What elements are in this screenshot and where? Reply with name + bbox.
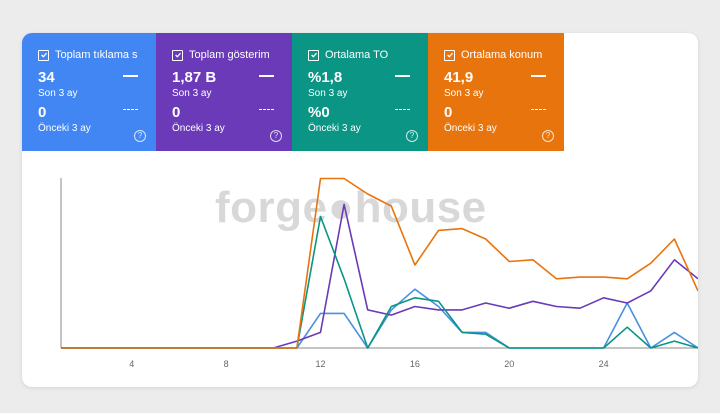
metric-title: Toplam gösterim ... bbox=[189, 49, 272, 61]
metric-period-label: Son 3 ay bbox=[172, 88, 212, 99]
metric-tile[interactable]: Ortalama TO %1,8 Son 3 ay %0 Önceki 3 ay? bbox=[292, 33, 428, 151]
current-period-line-icon bbox=[123, 75, 138, 77]
metric-header[interactable]: Ortalama konum bbox=[444, 49, 544, 61]
checkbox-checked-icon[interactable] bbox=[172, 49, 183, 61]
help-icon[interactable]: ? bbox=[406, 130, 418, 142]
checkbox-checked-icon[interactable] bbox=[444, 49, 455, 61]
metric-value: %1,8 bbox=[308, 69, 343, 86]
metric-period-label: Son 3 ay bbox=[38, 88, 78, 99]
metric-title: Toplam tıklama s... bbox=[55, 49, 138, 61]
performance-chart: 4 8 12 16 20 24 bbox=[60, 177, 698, 369]
metric-previous-value: 0 bbox=[38, 104, 47, 121]
x-tick-label: 4 bbox=[129, 359, 134, 369]
metric-period-label: Son 3 ay bbox=[308, 88, 348, 99]
previous-period-line-icon bbox=[531, 109, 546, 110]
metric-value: 41,9 bbox=[444, 69, 474, 86]
help-icon[interactable]: ? bbox=[134, 130, 146, 142]
metric-header[interactable]: Toplam gösterim ... bbox=[172, 49, 272, 61]
metric-tile[interactable]: Toplam gösterim ... 1,87 B Son 3 ay 0 Önceki… bbox=[156, 33, 292, 151]
x-tick-label: 20 bbox=[504, 359, 514, 369]
metric-value: 1,87 B bbox=[172, 69, 217, 86]
series-line bbox=[61, 177, 698, 349]
metric-header[interactable]: Ortalama TO bbox=[308, 49, 408, 61]
metric-previous-label: Önceki 3 ay bbox=[308, 123, 361, 134]
metric-header[interactable]: Toplam tıklama s... bbox=[38, 49, 138, 61]
metric-previous-value: %0 bbox=[308, 104, 330, 121]
metric-period-label: Son 3 ay bbox=[444, 88, 484, 99]
help-icon[interactable]: ? bbox=[270, 130, 282, 142]
previous-period-line-icon bbox=[123, 109, 138, 110]
metric-title: Ortalama TO bbox=[325, 49, 389, 61]
watermark: forge●house bbox=[215, 183, 487, 232]
metric-tiles: Toplam tıklama s... 34 Son 3 ay 0 Önceki 3 a… bbox=[22, 33, 564, 151]
x-tick-label: 12 bbox=[316, 359, 326, 369]
metric-value: 34 bbox=[38, 69, 55, 86]
checkbox-checked-icon[interactable] bbox=[308, 49, 319, 61]
current-period-line-icon bbox=[259, 75, 274, 77]
x-tick-label: 24 bbox=[599, 359, 609, 369]
metric-previous-value: 0 bbox=[172, 104, 181, 121]
x-tick-label: 8 bbox=[224, 359, 229, 369]
metric-previous-label: Önceki 3 ay bbox=[172, 123, 225, 134]
performance-card: Toplam tıklama s... 34 Son 3 ay 0 Önceki 3 a… bbox=[22, 33, 698, 387]
metric-tile[interactable]: Ortalama konum 41,9 Son 3 ay 0 Önceki 3 ay? bbox=[428, 33, 564, 151]
metric-title: Ortalama konum bbox=[461, 49, 543, 61]
current-period-line-icon bbox=[395, 75, 410, 77]
x-tick-label: 16 bbox=[410, 359, 420, 369]
metric-previous-label: Önceki 3 ay bbox=[444, 123, 497, 134]
metric-previous-label: Önceki 3 ay bbox=[38, 123, 91, 134]
metric-tile[interactable]: Toplam tıklama s... 34 Son 3 ay 0 Önceki 3 a… bbox=[22, 33, 156, 151]
checkbox-checked-icon[interactable] bbox=[38, 49, 49, 61]
previous-period-line-icon bbox=[259, 109, 274, 110]
help-icon[interactable]: ? bbox=[542, 130, 554, 142]
current-period-line-icon bbox=[531, 75, 546, 77]
metric-previous-value: 0 bbox=[444, 104, 453, 121]
series-line bbox=[61, 215, 698, 349]
previous-period-line-icon bbox=[395, 109, 410, 110]
